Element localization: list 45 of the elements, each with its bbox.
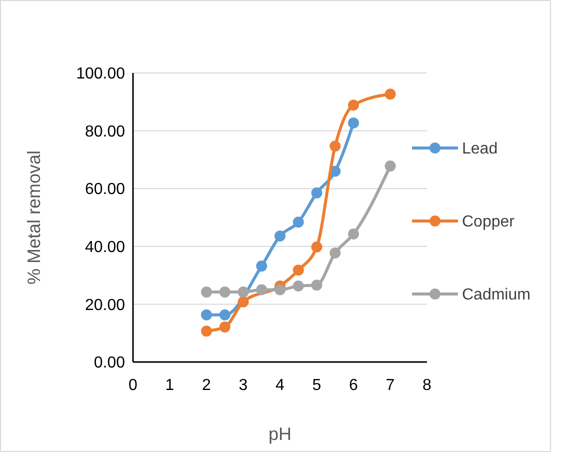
point (311, 280, 322, 291)
y-tick-label: 100.00 (76, 66, 126, 83)
y-axis-title: % Metal removal (24, 150, 44, 285)
x-tick-label: 0 (128, 377, 138, 394)
point (348, 228, 359, 240)
point (238, 296, 249, 308)
point (256, 284, 268, 296)
point (219, 286, 230, 298)
point (274, 284, 286, 296)
point (330, 248, 341, 259)
x-tick-label: 4 (276, 377, 285, 394)
point (201, 309, 212, 320)
point (330, 140, 341, 152)
point (201, 286, 212, 298)
y-tick-label: 40.00 (84, 239, 126, 256)
point (201, 326, 212, 337)
point (311, 241, 322, 252)
point (292, 216, 304, 228)
point (292, 264, 304, 276)
x-tick-label: 8 (422, 377, 432, 394)
point (256, 260, 268, 272)
x-axis-title: pH (268, 424, 292, 444)
point (219, 322, 230, 333)
legend-label: Copper (462, 214, 516, 231)
point (311, 187, 322, 198)
point (238, 286, 249, 298)
point (384, 160, 396, 172)
y-tick-label: 60.00 (84, 181, 126, 198)
point (292, 280, 304, 292)
y-tick-label: 0.00 (94, 354, 126, 372)
point (348, 117, 359, 128)
x-tick-label: 6 (349, 377, 358, 394)
point (384, 88, 396, 100)
point (348, 100, 359, 111)
x-tick-label: 3 (238, 377, 248, 394)
x-tick-label: 1 (165, 377, 174, 394)
x-tick-label: 7 (386, 377, 395, 394)
x-tick-label: 5 (312, 377, 322, 394)
y-tick-label: 80.00 (84, 123, 126, 140)
legend-label: Cadmium (462, 286, 530, 304)
y-tick-label: 20.00 (84, 296, 126, 314)
point (219, 309, 230, 320)
point (274, 230, 286, 242)
legend-label: Lead (462, 140, 498, 158)
x-tick-label: 2 (202, 377, 212, 394)
